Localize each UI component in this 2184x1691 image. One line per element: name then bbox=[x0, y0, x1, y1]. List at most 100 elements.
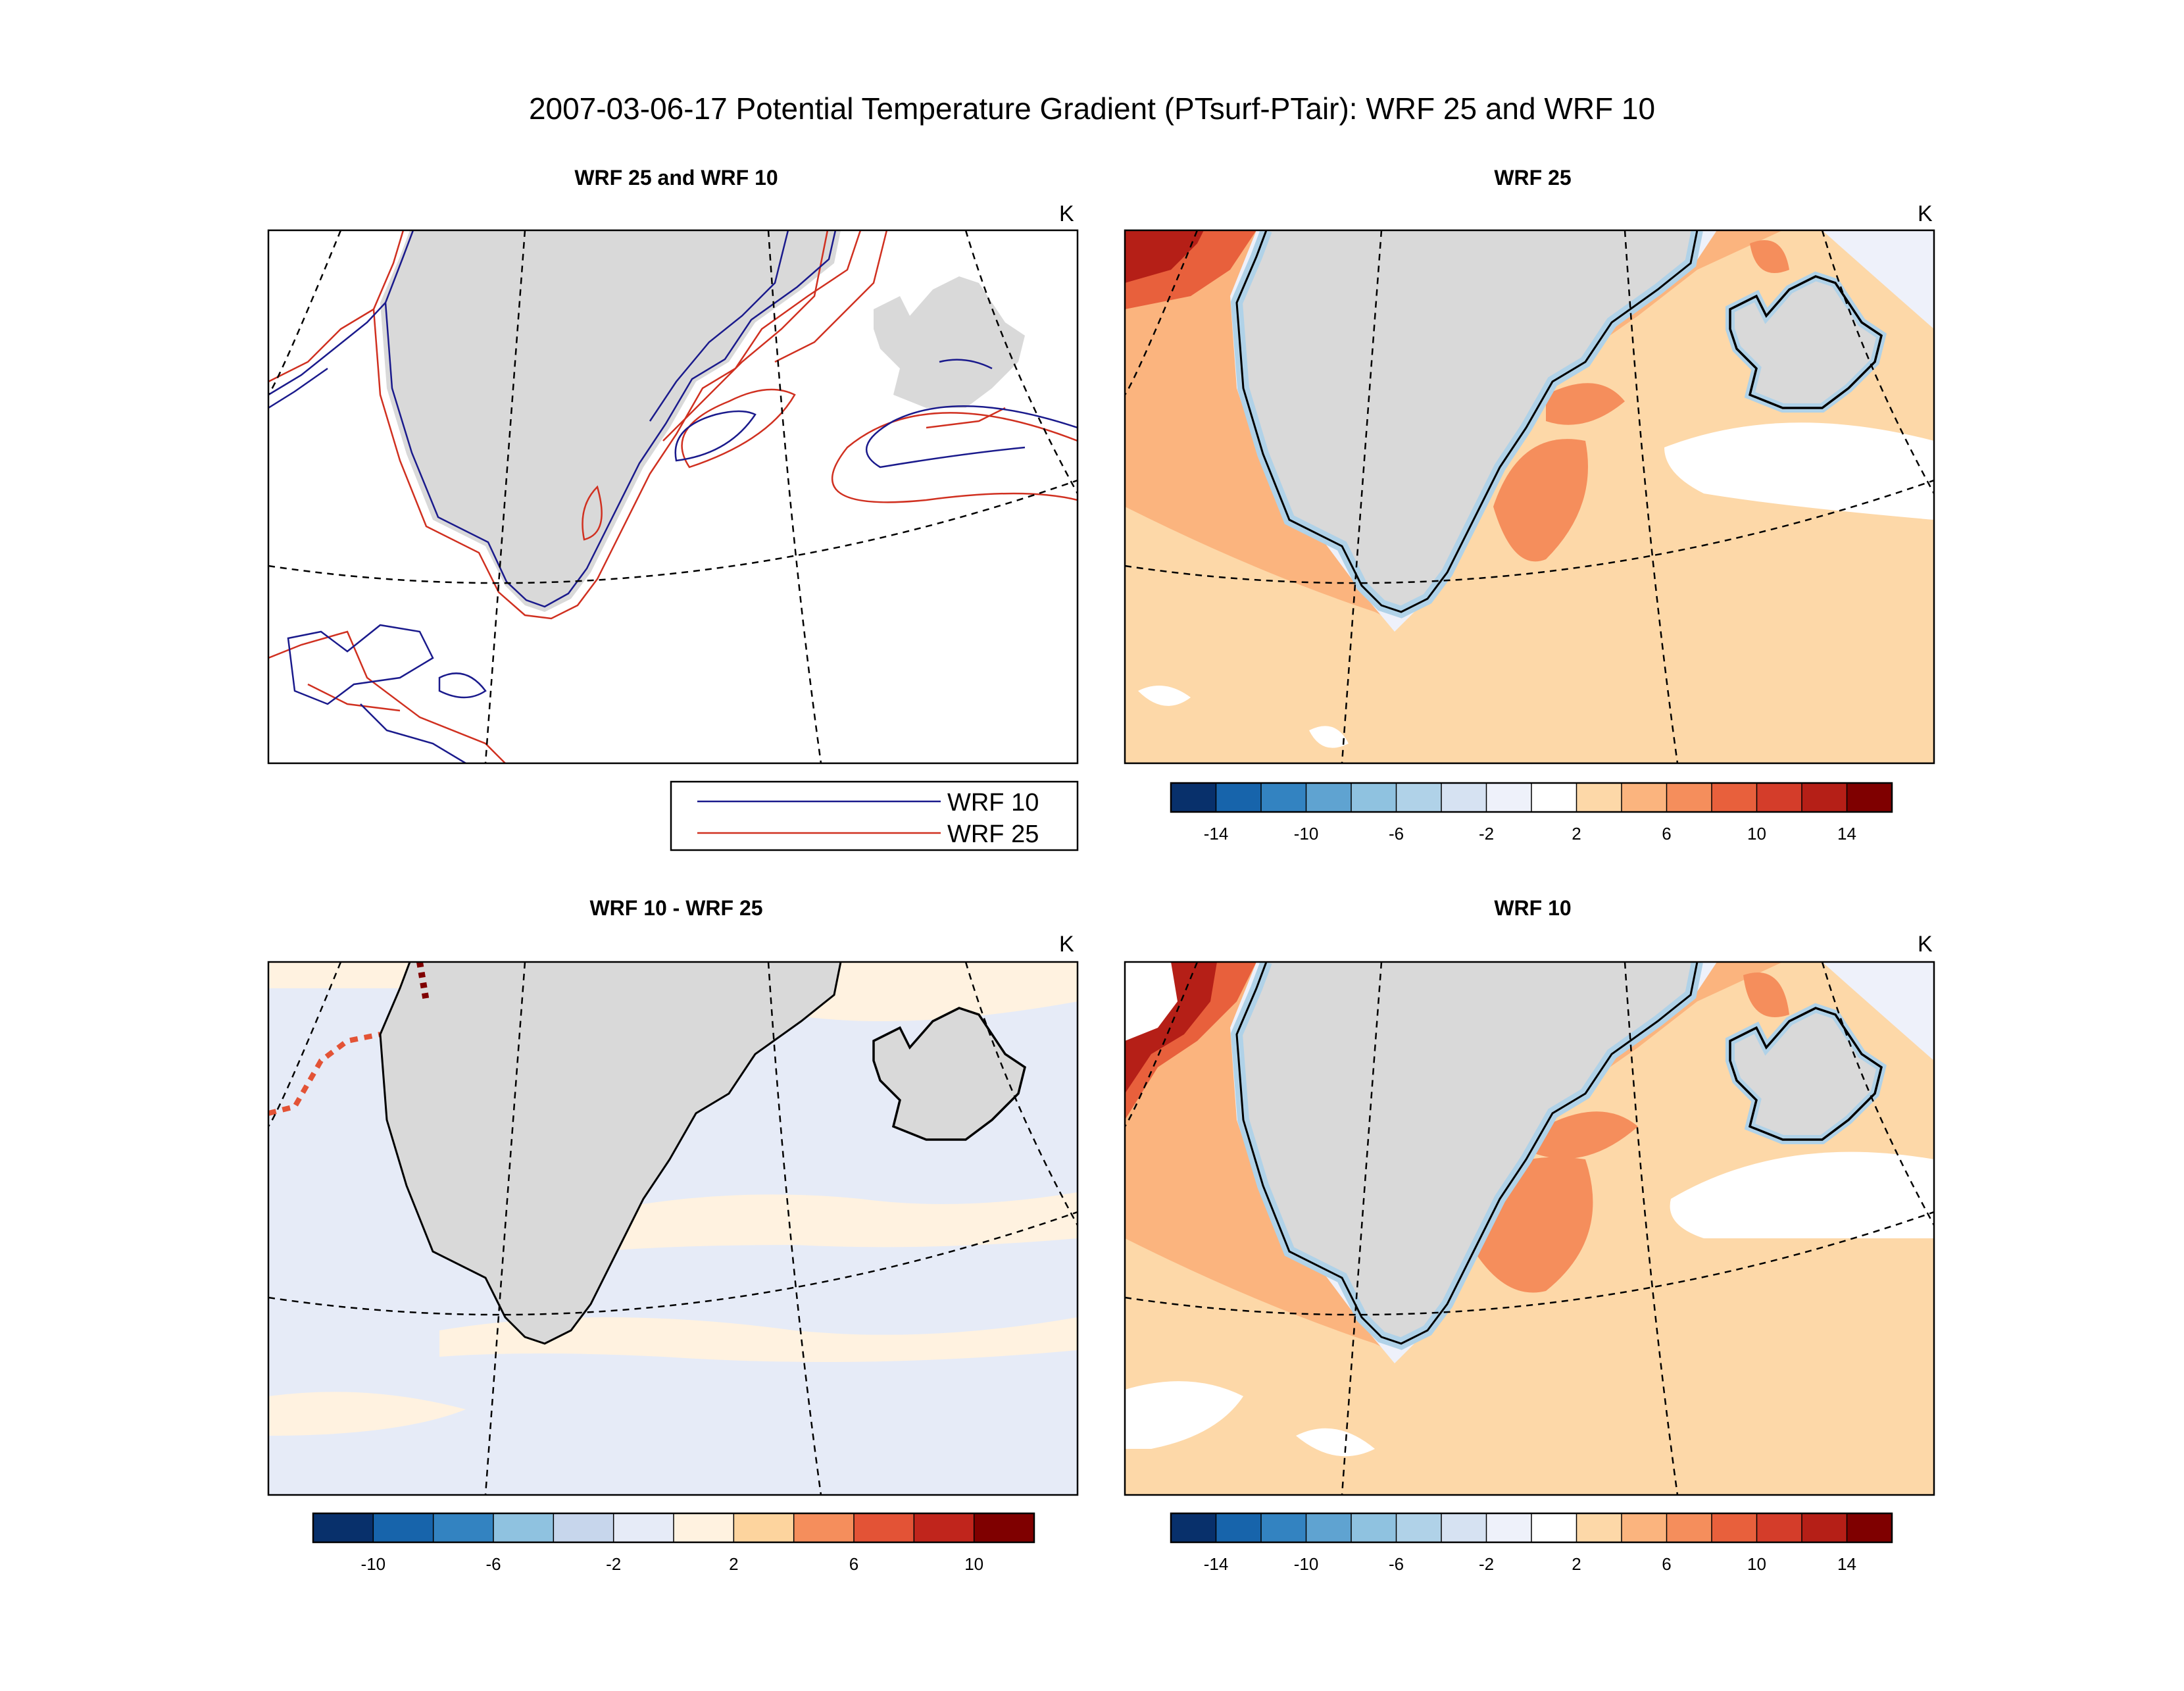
colorbar-swatch bbox=[1171, 1513, 1216, 1542]
colorbar-tick-label: 10 bbox=[964, 1554, 983, 1574]
colorbar-swatch bbox=[433, 1513, 494, 1542]
neutral-region-nw bbox=[1125, 962, 1178, 1041]
wrf10-contours bbox=[268, 230, 1078, 763]
positive-band-sw bbox=[268, 1392, 466, 1436]
colorbar-swatch bbox=[1216, 1513, 1262, 1542]
unit-label-p2: K bbox=[1918, 201, 1933, 226]
colorbar-swatch bbox=[1441, 1513, 1487, 1542]
colorbar-tick-label: -6 bbox=[1389, 824, 1404, 844]
colorbar-swatch bbox=[1396, 1513, 1442, 1542]
unit-label-p4: K bbox=[1918, 932, 1933, 957]
figure-title: 2007-03-06-17 Potential Temperature Grad… bbox=[528, 91, 1656, 126]
colorbar-swatch bbox=[1396, 783, 1442, 812]
slightly-cold-region-ne bbox=[1822, 962, 1934, 1061]
colorbar-tick-label: -6 bbox=[485, 1554, 501, 1574]
neutral-patch-2 bbox=[1296, 1428, 1375, 1457]
colorbar-swatch bbox=[1802, 1513, 1847, 1542]
colorbar-swatch bbox=[1216, 783, 1262, 812]
colorbar-swatch bbox=[674, 1513, 734, 1542]
positive-band-south bbox=[439, 1317, 1078, 1362]
colorbar-tick-label: -14 bbox=[1204, 824, 1229, 844]
legend-box bbox=[670, 780, 1079, 851]
colorbar-swatch bbox=[1802, 783, 1847, 812]
colorbar-swatch bbox=[613, 1513, 674, 1542]
colorbar-swatch bbox=[974, 1513, 1035, 1542]
panel-title-wrf10: WRF 10 bbox=[1494, 896, 1572, 920]
warm-strong-band-3 bbox=[1743, 972, 1789, 1017]
colorbar-swatch bbox=[1171, 783, 1216, 812]
neutral-patch-1 bbox=[1138, 686, 1191, 706]
map-frame bbox=[1124, 961, 1935, 1496]
colorbar-swatch bbox=[1531, 783, 1577, 812]
colorbar-swatch bbox=[1666, 1513, 1712, 1542]
map-frame bbox=[267, 961, 1079, 1496]
colorbar-tick-label: -10 bbox=[1294, 1554, 1319, 1574]
unit-label-p3: K bbox=[1059, 932, 1074, 957]
neutral-region-east bbox=[1664, 422, 1934, 520]
neutral-region-east bbox=[1670, 1151, 1934, 1238]
line-legend: WRF 10 WRF 25 bbox=[670, 780, 1079, 851]
panel-title-wrf25: WRF 25 bbox=[1494, 166, 1572, 189]
colorbar-swatch bbox=[1712, 1513, 1757, 1542]
colorbar-swatch bbox=[793, 1513, 855, 1542]
colorbar-swatch bbox=[1531, 1513, 1577, 1542]
colorbar-tick-label: 6 bbox=[1662, 1554, 1671, 1574]
colorbar-tick-label: 14 bbox=[1837, 1554, 1856, 1574]
colorbar-swatch bbox=[1666, 783, 1712, 812]
colorbar-wrf10: -14 -10 -6 -2 2 6 10 14 bbox=[1170, 1512, 1893, 1574]
colorbar-swatch bbox=[1847, 1513, 1893, 1542]
colorbar-difference: -10 -6 -2 2 6 10 bbox=[312, 1512, 1035, 1574]
colorbar-tick-label: -2 bbox=[606, 1554, 621, 1574]
map-panel-contours bbox=[267, 229, 1079, 765]
map-frame bbox=[267, 229, 1079, 765]
colorbar-swatch bbox=[1261, 783, 1306, 812]
colorbar-swatch bbox=[1486, 783, 1532, 812]
colorbar-swatch bbox=[1576, 783, 1622, 812]
warm-strong-band-2 bbox=[1533, 1111, 1638, 1159]
colorbar-swatch bbox=[1261, 1513, 1306, 1542]
colorbar-swatch bbox=[553, 1513, 614, 1542]
warm-strong-band-1 bbox=[1493, 439, 1588, 562]
colorbar-tick-label: 10 bbox=[1747, 824, 1766, 844]
colorbar-swatch bbox=[854, 1513, 914, 1542]
neutral-patch-1 bbox=[1125, 1381, 1243, 1449]
colorbar-tick-label: 6 bbox=[849, 1554, 858, 1574]
colorbar-swatch bbox=[1306, 783, 1352, 812]
colorbar-swatch bbox=[373, 1513, 434, 1542]
colorbar-swatch bbox=[313, 1513, 374, 1542]
colorbar-tick-label: 2 bbox=[729, 1554, 738, 1574]
colorbar-tick-label: 2 bbox=[1572, 824, 1581, 844]
colorbar-swatch bbox=[1622, 783, 1667, 812]
colorbar-tick-label: 14 bbox=[1837, 824, 1856, 844]
colorbar-swatch bbox=[914, 1513, 975, 1542]
map-panel-difference bbox=[267, 961, 1079, 1496]
colorbar-tick-label: -2 bbox=[1479, 1554, 1494, 1574]
colorbar-swatch bbox=[1576, 1513, 1622, 1542]
colorbar-swatch bbox=[1306, 1513, 1352, 1542]
colorbar-swatch bbox=[1756, 783, 1802, 812]
map-panel-wrf25 bbox=[1124, 229, 1935, 765]
unit-label-p1: K bbox=[1059, 201, 1074, 226]
colorbar-swatch bbox=[1712, 783, 1757, 812]
colorbar-swatch bbox=[733, 1513, 795, 1542]
map-frame bbox=[1124, 229, 1935, 765]
legend-label-wrf25: WRF 25 bbox=[947, 820, 1039, 848]
wrf25-contours bbox=[268, 230, 1078, 763]
slightly-cold-region-ne bbox=[1822, 230, 1934, 329]
colorbar-swatch bbox=[493, 1513, 554, 1542]
colorbar-tick-label: -14 bbox=[1204, 1554, 1229, 1574]
colorbar-swatch bbox=[1756, 1513, 1802, 1542]
colorbar-swatch bbox=[1622, 1513, 1667, 1542]
neutral-patch-2 bbox=[1309, 726, 1349, 748]
warm-strong-band-2 bbox=[1546, 383, 1625, 425]
colorbar-swatch bbox=[1847, 783, 1893, 812]
warm-extreme-region bbox=[1125, 230, 1204, 283]
colorbar-wrf25: -14 -10 -6 -2 2 6 10 14 bbox=[1170, 782, 1893, 844]
warm-strong-band-3 bbox=[1750, 240, 1789, 273]
colorbar-tick-label: -10 bbox=[361, 1554, 386, 1574]
colorbar-swatch bbox=[1351, 783, 1397, 812]
colorbar-tick-label: 2 bbox=[1572, 1554, 1581, 1574]
colorbar-swatch bbox=[1486, 1513, 1532, 1542]
colorbar-tick-label: -2 bbox=[1479, 824, 1494, 844]
